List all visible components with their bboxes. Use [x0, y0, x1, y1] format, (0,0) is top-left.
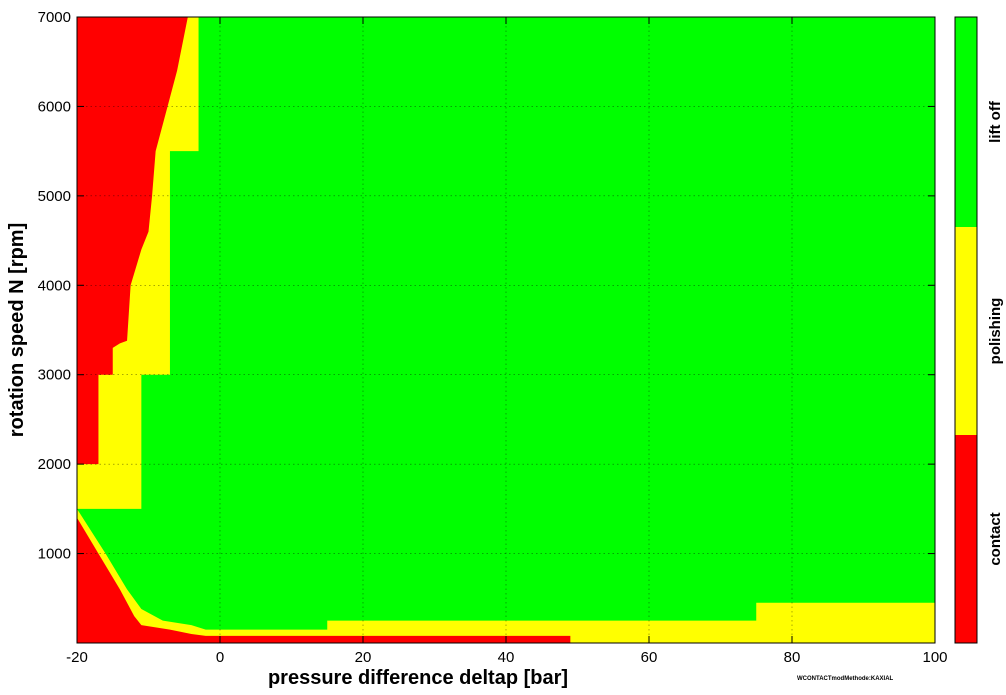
colorbar-label-contact: contact	[987, 512, 1004, 565]
colorbar-segment-contact	[955, 435, 977, 643]
y-axis-label: rotation speed N [rpm]	[6, 223, 28, 437]
x-axis-label: pressure difference deltap [bar]	[268, 667, 568, 689]
region-contact-lower	[77, 517, 571, 643]
y-tick-label: 7000	[38, 9, 71, 26]
x-tick-label: 60	[641, 649, 658, 666]
y-tick-label: 2000	[38, 456, 71, 473]
x-tick-label: 80	[784, 649, 801, 666]
y-tick-label: 6000	[38, 98, 71, 115]
region-contact-upper	[77, 17, 188, 465]
x-tick-label: 20	[355, 649, 372, 666]
x-tick-label: 0	[216, 649, 224, 666]
y-tick-label: 1000	[38, 546, 71, 563]
x-tick-label: 40	[498, 649, 515, 666]
y-tick-label: 3000	[38, 367, 71, 384]
annotation-text: WCONTACTmodMethode:KAXIAL	[797, 676, 894, 682]
colorbar-label-lift-off: lift off	[987, 100, 1004, 143]
colorbar: contact polishing lift off	[954, 16, 1004, 644]
colorbar-label-polishing: polishing	[987, 298, 1004, 365]
x-tick-label: -20	[66, 649, 88, 666]
x-tick-label: 100	[922, 649, 947, 666]
colorbar-segment-lift-off	[955, 17, 977, 227]
y-tick-label: 4000	[38, 277, 71, 294]
colorbar-border	[954, 16, 978, 644]
colorbar-segment-polishing	[955, 227, 977, 435]
y-tick-label: 5000	[38, 188, 71, 205]
